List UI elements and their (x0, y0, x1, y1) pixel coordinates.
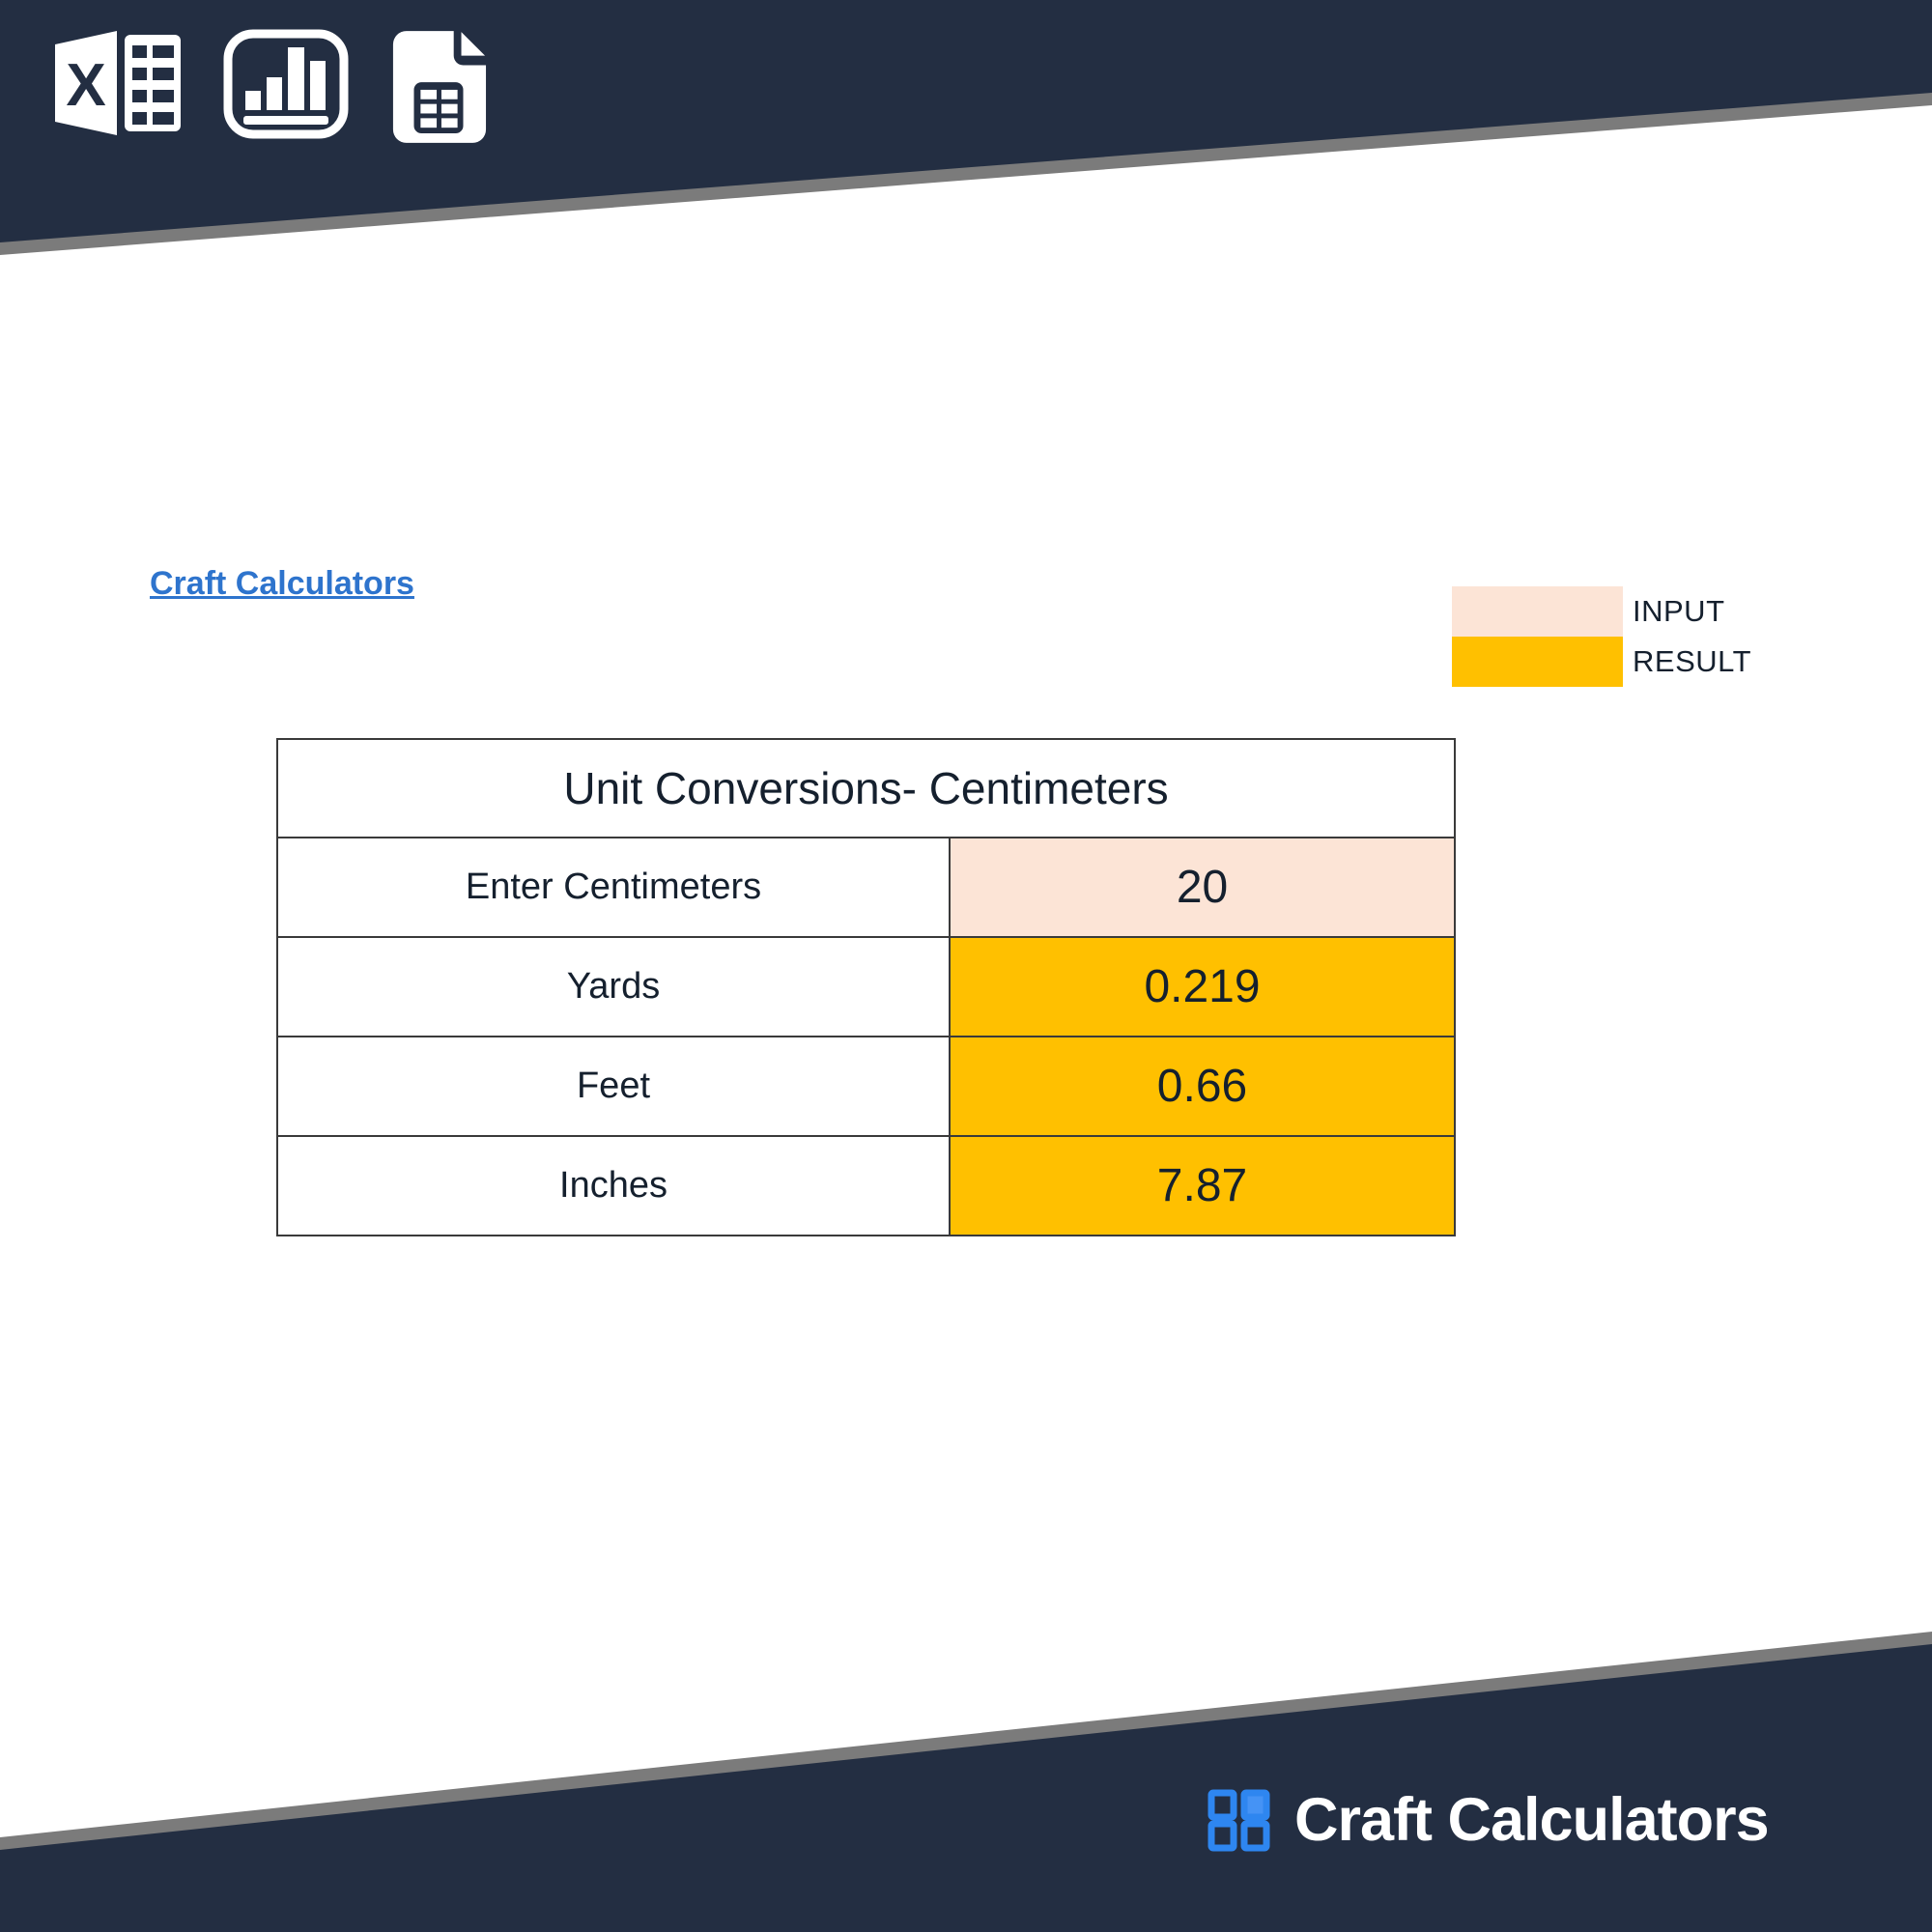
table-row: Yards 0.219 (276, 936, 1457, 1037)
table-row: Inches 7.87 (276, 1135, 1457, 1236)
centimeters-input-cell[interactable]: 20 (948, 837, 1457, 938)
table-row: Feet 0.66 (276, 1036, 1457, 1137)
row-label-enter-centimeters: Enter Centimeters (276, 837, 951, 938)
result-legend-label: RESULT (1633, 644, 1752, 678)
result-color-swatch (1452, 637, 1623, 687)
legend: INPUT RESULT (1452, 586, 1751, 687)
header-icon-row: X (55, 29, 488, 145)
yards-result-cell: 0.219 (948, 936, 1457, 1037)
input-color-swatch (1452, 586, 1623, 637)
svg-text:X: X (66, 52, 105, 119)
unit-conversion-table: Unit Conversions- Centimeters Enter Cent… (275, 738, 1457, 1236)
table-title-row: Unit Conversions- Centimeters (275, 738, 1457, 838)
legend-labels: INPUT RESULT (1633, 586, 1751, 687)
craft-calculators-link[interactable]: Craft Calculators (150, 565, 414, 602)
table-title: Unit Conversions- Centimeters (275, 738, 1457, 838)
input-legend-label: INPUT (1633, 594, 1725, 628)
excel-icon: X (55, 31, 181, 135)
footer-brand: Craft Calculators (1207, 1786, 1770, 1854)
row-label-inches: Inches (276, 1135, 951, 1236)
feet-result-cell: 0.66 (948, 1036, 1457, 1137)
inches-result-cell: 7.87 (948, 1135, 1457, 1236)
grid-logo-icon (1208, 1789, 1270, 1852)
row-label-feet: Feet (276, 1036, 951, 1137)
spreadsheet-file-icon (392, 31, 487, 143)
legend-swatches (1452, 586, 1623, 687)
bar-chart-icon (223, 29, 349, 139)
footer-brand-text: Craft Calculators (1294, 1786, 1770, 1854)
table-row: Enter Centimeters 20 (276, 837, 1457, 938)
row-label-yards: Yards (276, 936, 951, 1037)
